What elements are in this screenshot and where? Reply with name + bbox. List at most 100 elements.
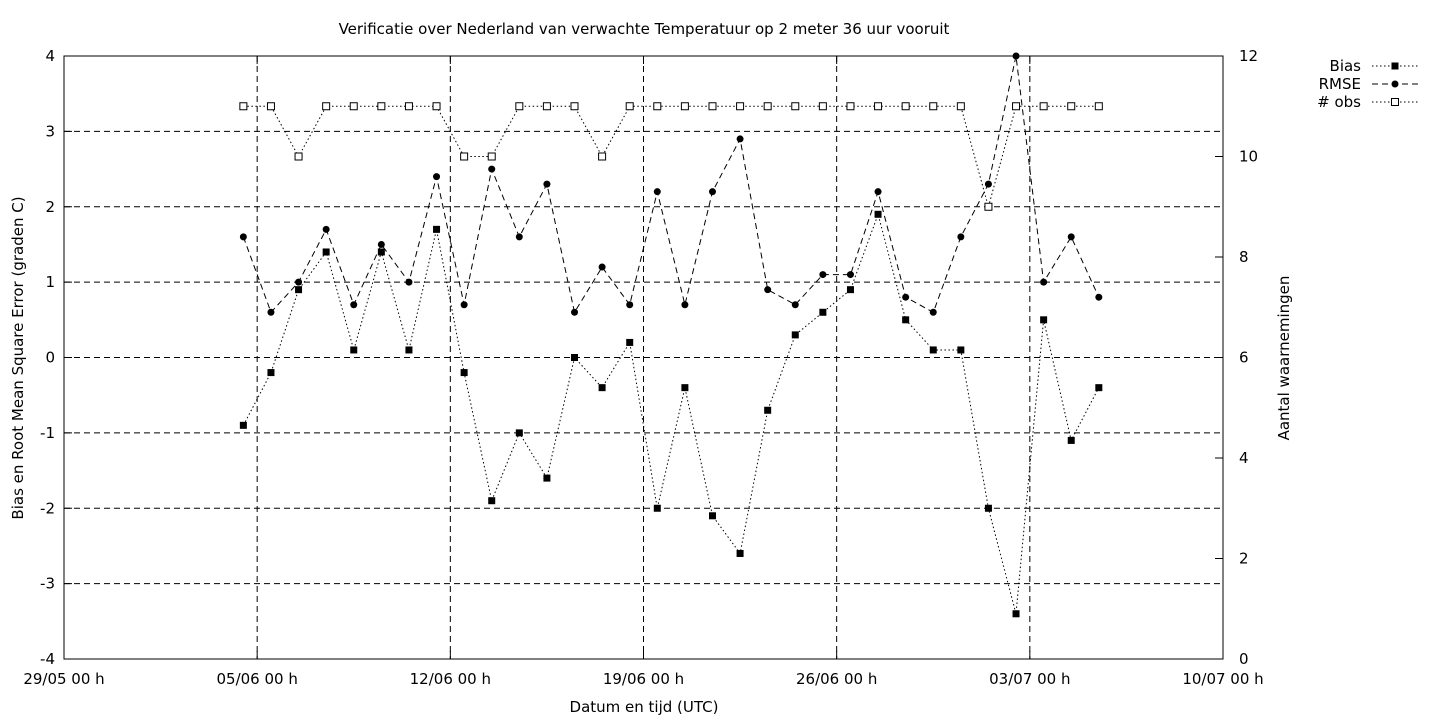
data-point-obs [1067,102,1076,111]
y-tick-label: 3 [45,122,55,140]
data-point-obs [874,102,883,111]
y2-axis-label: Aantal waarnemingen [1275,276,1293,441]
y2-tick-label: 2 [1239,550,1249,568]
y-tick-label: -3 [40,575,55,593]
data-point-obs [791,102,800,111]
data-point-obs [349,102,358,111]
data-point-rmse [515,233,523,241]
data-point-obs [377,102,386,111]
data-point-bias [543,474,551,482]
data-point-bias [460,369,468,377]
data-point-obs [239,102,248,111]
data-point-obs [1039,102,1048,111]
series-bias [239,210,1103,618]
data-point-bias [515,429,523,437]
data-point-rmse [571,308,579,316]
data-point-rmse [543,180,551,188]
y-axis-label: Bias en Root Mean Square Error (graden C… [9,196,27,519]
x-tick-label: 03/07 00 h [989,670,1070,688]
y-tick-label: -1 [40,424,55,442]
data-point-rmse [929,308,937,316]
data-point-rmse [874,188,882,196]
y-tick-label: 1 [45,273,55,291]
legend-marker-obs [1391,98,1399,106]
x-tick-label: 26/06 00 h [796,670,877,688]
series-obs [239,102,1103,211]
data-point-obs [404,102,413,111]
data-point-rmse [681,301,689,309]
legend-label-obs: # obs [1317,93,1361,111]
data-point-rmse [984,180,992,188]
y2-tick-label: 10 [1239,148,1258,166]
data-point-obs [984,202,993,211]
data-point-bias [681,384,689,392]
data-point-rmse [322,225,330,233]
legend-marker-rmse [1391,80,1399,88]
data-point-rmse [1095,293,1103,301]
data-point-bias [239,421,247,429]
data-point-bias [1095,384,1103,392]
data-point-bias [295,286,303,294]
data-point-bias [350,346,358,354]
data-point-bias [405,346,413,354]
y2-tick-label: 4 [1239,449,1249,467]
data-point-rmse [295,278,303,286]
data-point-rmse [736,135,744,143]
data-point-rmse [626,301,634,309]
data-point-obs [736,102,745,111]
data-point-bias [488,497,496,505]
data-point-bias [819,308,827,316]
data-point-bias [377,248,385,256]
data-point-rmse [460,301,468,309]
data-point-obs [1012,102,1021,111]
data-point-bias [764,406,772,414]
data-point-obs [929,102,938,111]
y2-tick-label: 12 [1239,47,1258,65]
data-point-obs [266,102,275,111]
series-line-rmse [242,55,1100,314]
data-point-rmse [708,188,716,196]
data-point-rmse [433,173,441,181]
data-point-rmse [598,263,606,271]
legend-label-rmse: RMSE [1319,75,1361,93]
data-point-rmse [239,233,247,241]
y-tick-label: 4 [45,47,55,65]
series-rmse [239,52,1103,316]
data-point-rmse [1067,233,1075,241]
x-tick-label: 19/06 00 h [603,670,684,688]
y-tick-label: 0 [45,349,55,367]
series-line-bias [242,212,1100,614]
data-point-obs [598,152,607,161]
data-point-rmse [1040,278,1048,286]
data-point-bias [653,504,661,512]
data-point-rmse [902,293,910,301]
data-point-obs [708,102,717,111]
data-point-bias [322,248,330,256]
data-point-obs [680,102,689,111]
y-tick-label: -4 [40,650,55,668]
data-point-bias [929,346,937,354]
data-point-rmse [791,301,799,309]
data-point-obs [956,102,965,111]
data-point-bias [1040,316,1048,324]
y-tick-label: -2 [40,499,55,517]
data-point-rmse [377,240,385,248]
data-point-rmse [957,233,965,241]
data-point-bias [1067,436,1075,444]
data-point-obs [432,102,441,111]
data-point-obs [294,152,303,161]
data-point-obs [542,102,551,111]
x-tick-label: 05/06 00 h [216,670,297,688]
data-point-obs [570,102,579,111]
data-point-bias [957,346,965,354]
y2-tick-label: 0 [1239,650,1249,668]
series-line-obs [243,105,1099,209]
data-point-obs [1094,102,1103,111]
data-point-obs [653,102,662,111]
data-point-bias [433,225,441,233]
grid-lines [64,56,1223,659]
data-point-bias [267,369,275,377]
data-point-obs [322,102,331,111]
